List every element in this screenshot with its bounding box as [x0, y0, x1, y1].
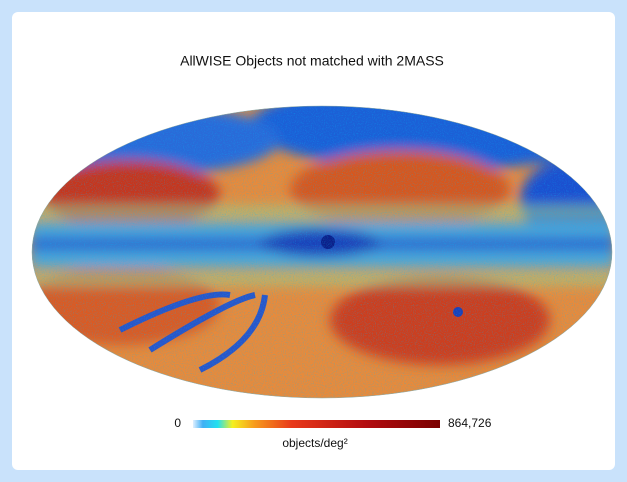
sky-map-figure: AllWISE Objects not matched with 2MASS 0…	[0, 0, 627, 482]
page: AllWISE Objects not matched with 2MASS 0…	[0, 0, 627, 482]
map-title: AllWISE Objects not matched with 2MASS	[180, 53, 444, 69]
colorbar-min-label: 0	[174, 416, 181, 430]
colorbar	[193, 420, 440, 428]
colorbar-max-label: 864,726	[448, 416, 492, 430]
colorbar-label: objects/deg²	[282, 436, 347, 450]
